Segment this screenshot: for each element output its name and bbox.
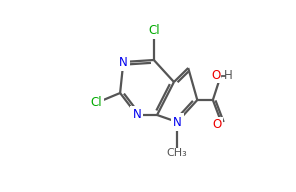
Text: H: H (224, 70, 233, 83)
Text: O: O (213, 118, 222, 131)
Text: N: N (133, 108, 141, 122)
Text: O: O (211, 70, 221, 83)
Text: N: N (173, 116, 181, 128)
Text: N: N (119, 55, 128, 69)
Text: Cl: Cl (90, 97, 102, 109)
Text: Cl: Cl (148, 23, 160, 36)
Text: CH₃: CH₃ (167, 148, 188, 158)
